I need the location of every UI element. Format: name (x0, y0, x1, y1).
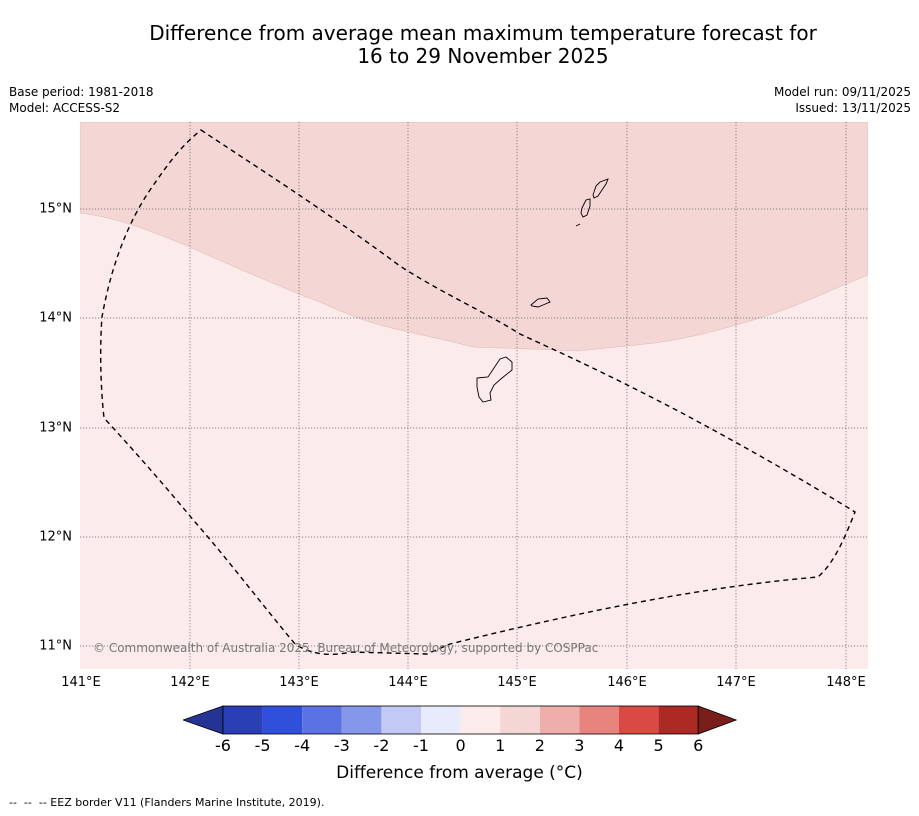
colorbar-tick-label: -3 (333, 736, 350, 755)
colorbar-segment (539, 706, 580, 734)
y-tick-15n: 15°N (39, 201, 72, 217)
model-name: Model: ACCESS-S2 (9, 101, 121, 115)
saipan-island (592, 178, 609, 199)
colorbar-tick-label: -4 (294, 736, 311, 755)
graticule (80, 122, 868, 669)
x-tick-147: 147°E (716, 675, 756, 690)
y-tick-14n: 14°N (39, 310, 72, 326)
colorbar-segment (579, 706, 619, 734)
colorbar-title: Difference from average (°C) (336, 763, 583, 783)
colorbar-segment (381, 706, 421, 734)
islands (476, 178, 609, 403)
copyright-notice: © Commonwealth of Australia 2025, Bureau… (93, 641, 599, 655)
tinian-island (580, 198, 591, 218)
guam-island (476, 356, 513, 403)
title-line-1: Difference from average mean maximum tem… (149, 21, 817, 45)
band-1-to-2 (80, 122, 868, 352)
map-title: Difference from average mean maximum tem… (0, 22, 919, 68)
colorbar-tick-label: -6 (215, 736, 231, 755)
x-tick-145: 145°E (497, 675, 537, 690)
colorbar-segment (223, 706, 263, 734)
temperature-map (80, 122, 868, 669)
colorbar-segment (500, 706, 540, 734)
x-tick-142: 142°E (170, 675, 210, 690)
colorbar-segment (341, 706, 382, 734)
y-tick-13n: 13°N (39, 420, 72, 436)
metadata-right: Model run: 09/11/2025 Issued: 13/11/2025 (774, 84, 911, 116)
aguijan-island (575, 223, 581, 227)
colorbar-segment (619, 706, 659, 734)
model-run: Model run: 09/11/2025 (773, 85, 911, 99)
metadata-left: Base period: 1981-2018 Model: ACCESS-S2 (9, 84, 154, 116)
colorbar-tick-label: -1 (413, 736, 429, 755)
colorbar-segment (302, 706, 342, 734)
colorbar-tick-label: 6 (693, 736, 704, 755)
colorbar-tick-label: 3 (574, 736, 585, 755)
x-tick-143: 143°E (279, 675, 319, 690)
colorbar-arrow-high (697, 705, 738, 735)
colorbar-segment (262, 706, 303, 734)
colorbar-tick-label: 5 (653, 736, 664, 755)
eez-footnote: -- -- -- EEZ border V11 (Flanders Marine… (9, 796, 325, 809)
title-line-2: 16 to 29 November 2025 (357, 44, 609, 68)
y-tick-12n: 12°N (39, 529, 72, 545)
x-tick-141: 141°E (61, 675, 101, 690)
colorbar-tick-label: 0 (455, 736, 466, 755)
issued-date: Issued: 13/11/2025 (795, 101, 911, 115)
colorbar-segment (460, 706, 501, 734)
colorbar-tick-label: 2 (534, 736, 545, 755)
base-period: Base period: 1981-2018 (9, 85, 154, 99)
eez-border (100, 129, 856, 656)
colorbar-tick-label: -2 (373, 736, 390, 755)
y-tick-11n: 11°N (39, 638, 72, 654)
colorbar-tick-label: 4 (613, 736, 625, 755)
colorbar (183, 705, 738, 735)
x-tick-146: 146°E (607, 675, 647, 690)
colorbar-segment (421, 706, 461, 734)
x-tick-148: 148°E (826, 675, 866, 690)
colorbar-arrow-low (183, 705, 224, 735)
colorbar-segment (658, 706, 699, 734)
rota-island (530, 297, 551, 308)
x-tick-144: 144°E (388, 675, 428, 690)
colorbar-tick-label: 1 (495, 736, 506, 755)
colorbar-tick-label: -5 (254, 736, 271, 755)
